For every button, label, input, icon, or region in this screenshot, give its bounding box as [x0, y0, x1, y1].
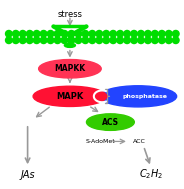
Circle shape: [40, 30, 47, 37]
Text: ACS: ACS: [102, 118, 119, 127]
Circle shape: [26, 30, 33, 37]
Text: $\mathit{C_2H_2}$: $\mathit{C_2H_2}$: [139, 168, 163, 181]
Circle shape: [131, 30, 137, 37]
Circle shape: [61, 37, 68, 43]
Text: MAPKK: MAPKK: [54, 64, 86, 73]
Circle shape: [117, 37, 123, 43]
Circle shape: [89, 30, 96, 37]
Text: stress: stress: [57, 10, 82, 19]
Circle shape: [103, 37, 109, 43]
Circle shape: [47, 30, 54, 37]
Circle shape: [145, 30, 151, 37]
Text: MAPK: MAPK: [56, 92, 84, 101]
Circle shape: [6, 30, 12, 37]
Ellipse shape: [39, 60, 101, 78]
Text: S-AdoMet: S-AdoMet: [85, 139, 115, 144]
Circle shape: [68, 30, 75, 37]
Text: JAs: JAs: [20, 170, 35, 180]
Circle shape: [61, 30, 68, 37]
Circle shape: [103, 30, 109, 37]
Circle shape: [13, 30, 19, 37]
Ellipse shape: [33, 86, 107, 106]
Circle shape: [152, 37, 158, 43]
Circle shape: [13, 37, 19, 43]
Circle shape: [33, 30, 40, 37]
Circle shape: [82, 37, 89, 43]
Circle shape: [165, 30, 172, 37]
Circle shape: [159, 30, 165, 37]
Circle shape: [6, 37, 12, 43]
Ellipse shape: [99, 86, 177, 107]
Circle shape: [33, 37, 40, 43]
Circle shape: [117, 30, 123, 37]
Ellipse shape: [64, 43, 75, 47]
Text: ACC: ACC: [132, 139, 145, 144]
Circle shape: [82, 30, 89, 37]
Circle shape: [89, 37, 96, 43]
Circle shape: [110, 37, 116, 43]
Circle shape: [54, 30, 61, 37]
Circle shape: [96, 30, 102, 37]
Circle shape: [47, 37, 54, 43]
Circle shape: [172, 37, 179, 43]
Circle shape: [96, 37, 102, 43]
Circle shape: [152, 30, 158, 37]
Circle shape: [75, 37, 82, 43]
Circle shape: [159, 37, 165, 43]
Circle shape: [26, 37, 33, 43]
Circle shape: [172, 30, 179, 37]
Ellipse shape: [86, 114, 134, 130]
Circle shape: [131, 37, 137, 43]
Circle shape: [54, 37, 61, 43]
Circle shape: [124, 30, 130, 37]
Circle shape: [165, 37, 172, 43]
Circle shape: [20, 37, 26, 43]
Circle shape: [138, 37, 144, 43]
Circle shape: [138, 30, 144, 37]
Circle shape: [68, 37, 75, 43]
Circle shape: [110, 30, 116, 37]
Circle shape: [75, 30, 82, 37]
Text: phosphatase: phosphatase: [123, 94, 168, 99]
Circle shape: [145, 37, 151, 43]
Circle shape: [40, 37, 47, 43]
Circle shape: [20, 30, 26, 37]
Circle shape: [124, 37, 130, 43]
